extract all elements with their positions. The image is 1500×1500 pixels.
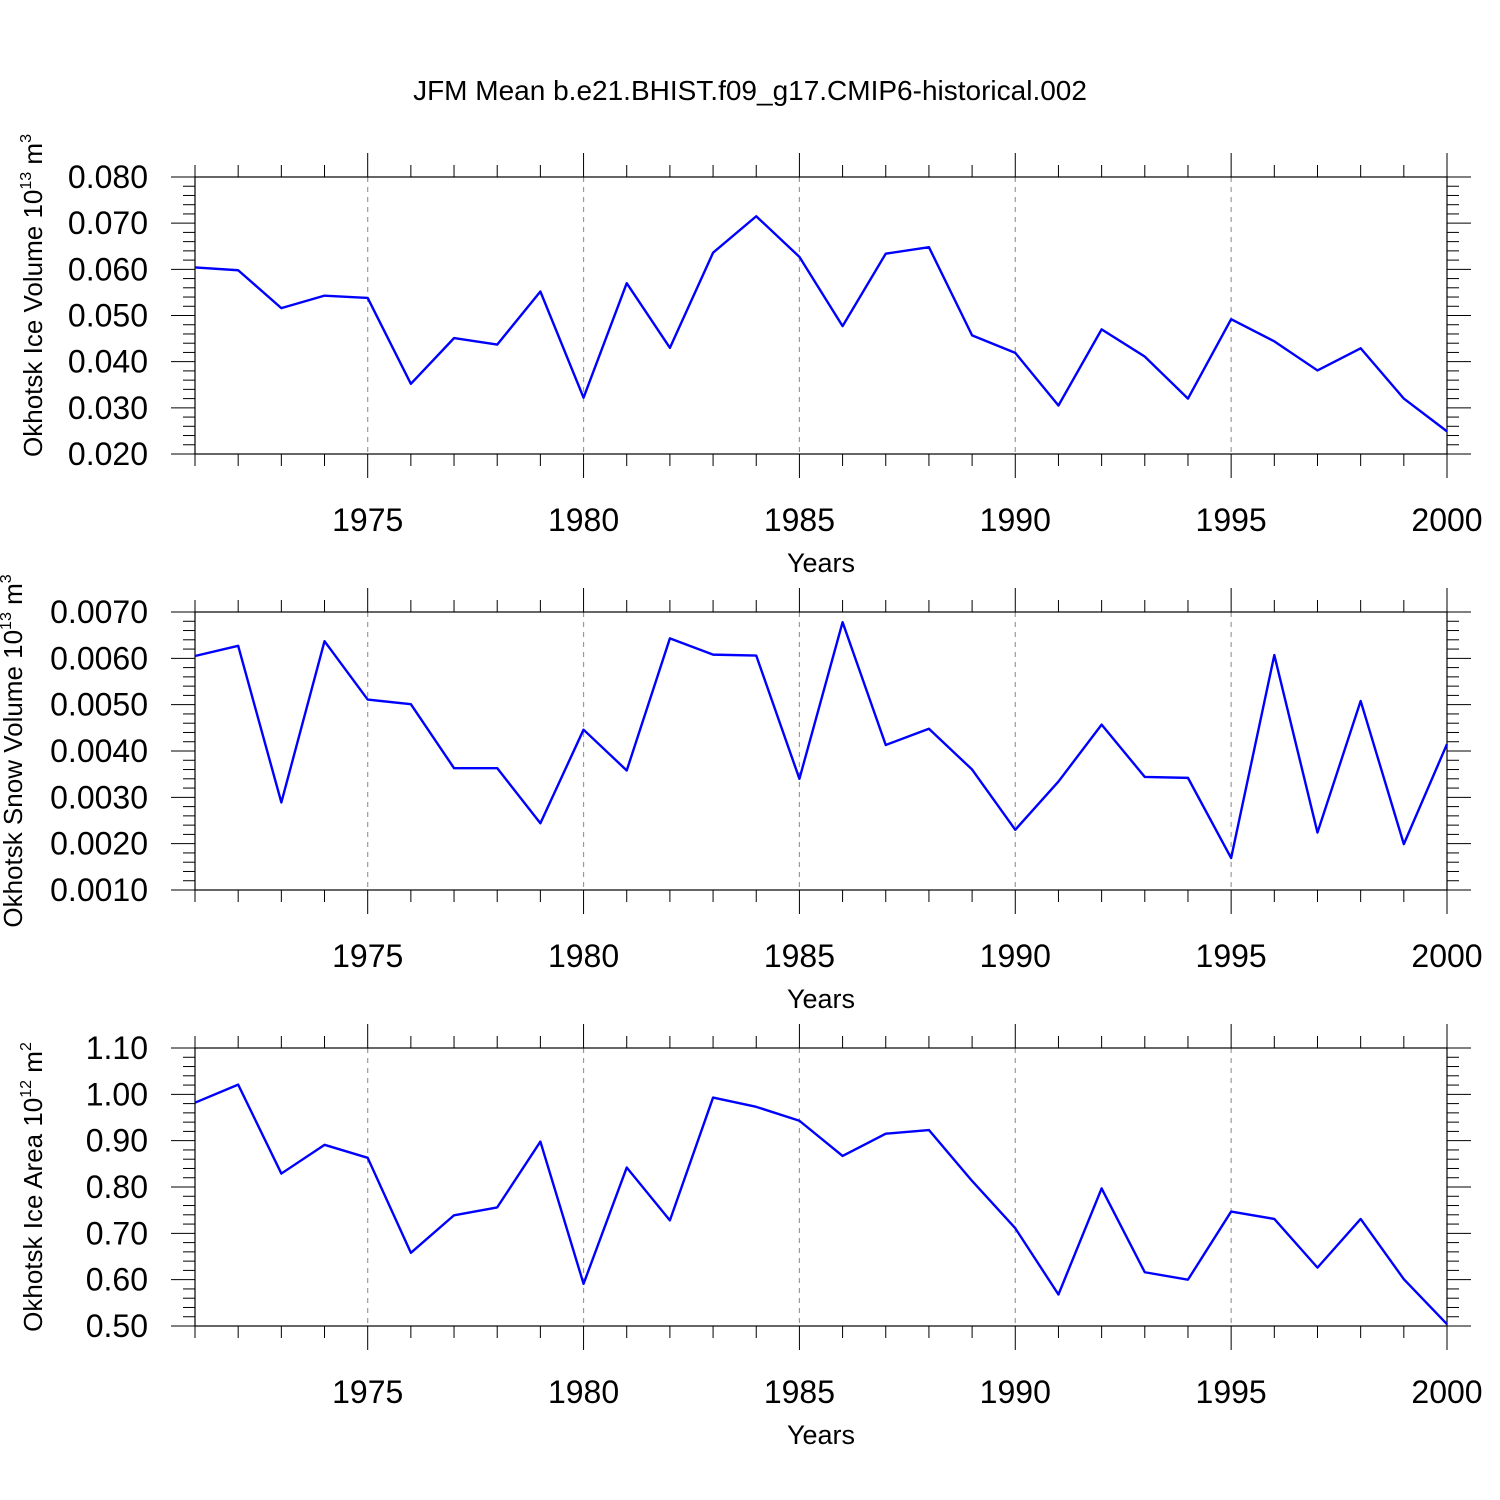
x-axis-label: Years bbox=[787, 1420, 855, 1450]
series-line bbox=[194, 620, 1449, 860]
panel-2: 0.0010 0.0020 0.0030 0.0040 0.0050 0.0060 0.00… bbox=[0, 574, 1483, 1014]
x-tick-label: 1975 bbox=[332, 1374, 403, 1410]
y-tick-label: 0.0060 bbox=[50, 640, 148, 676]
y-axis-label: Okhotsk Ice Volume 1013 m3 bbox=[18, 134, 48, 457]
x-tick-label: 2000 bbox=[1411, 502, 1482, 538]
x-tick-label: 1990 bbox=[980, 1374, 1051, 1410]
y-tick-label: 0.80 bbox=[86, 1169, 148, 1205]
series-line bbox=[194, 1083, 1448, 1325]
y-tick-label: 0.0030 bbox=[50, 779, 148, 815]
y-tick-label: 0.0040 bbox=[50, 733, 148, 769]
x-tick-label: 1995 bbox=[1196, 938, 1267, 974]
x-tick-label: 1980 bbox=[548, 502, 619, 538]
x-axis-label: Years bbox=[787, 984, 855, 1014]
x-tick-label: 1990 bbox=[980, 938, 1051, 974]
panel-1: 0.020 0.030 0.040 0.050 0.060 0.070 0.080 1975 1… bbox=[18, 134, 1483, 578]
x-tick-label: 1980 bbox=[548, 938, 619, 974]
figure-title: JFM Mean b.e21.BHIST.f09_g17.CMIP6-histo… bbox=[413, 75, 1087, 106]
x-tick-label: 1985 bbox=[764, 502, 835, 538]
x-tick-label: 1980 bbox=[548, 1374, 619, 1410]
y-tick-label: 0.0070 bbox=[50, 594, 148, 630]
x-tick-label: 1990 bbox=[980, 502, 1051, 538]
x-tick-label: 1985 bbox=[764, 1374, 835, 1410]
y-tick-label: 0.70 bbox=[86, 1215, 148, 1251]
y-tick-label: 0.080 bbox=[68, 159, 148, 195]
y-tick-label: 0.0050 bbox=[50, 687, 148, 723]
x-tick-label: 2000 bbox=[1411, 1374, 1482, 1410]
panel-3: 0.50 0.60 0.70 0.80 0.90 1.00 1.10 1975 1980 1985… bbox=[18, 1024, 1483, 1450]
plot-frame bbox=[194, 611, 1448, 891]
x-tick-label: 2000 bbox=[1411, 938, 1482, 974]
y-tick-label: 0.040 bbox=[68, 344, 148, 380]
y-tick-label: 1.00 bbox=[86, 1076, 148, 1112]
y-tick-label: 0.50 bbox=[86, 1308, 148, 1344]
y-tick-label: 0.0010 bbox=[50, 872, 148, 908]
panels: 0.020 0.030 0.040 0.050 0.060 0.070 0.080 1975 1… bbox=[0, 134, 1483, 1450]
plot-frame bbox=[194, 1047, 1448, 1327]
series-line bbox=[194, 215, 1448, 433]
x-axis-label: Years bbox=[787, 548, 855, 578]
x-tick-label: 1995 bbox=[1196, 1374, 1267, 1410]
y-tick-label: 0.070 bbox=[68, 205, 148, 241]
y-tick-label: 0.030 bbox=[68, 390, 148, 426]
x-tick-label: 1975 bbox=[332, 502, 403, 538]
y-tick-label: 0.050 bbox=[68, 298, 148, 334]
plot-frame bbox=[194, 176, 1448, 455]
y-tick-label: 0.90 bbox=[86, 1123, 148, 1159]
y-axis-label: Okhotsk Snow Volume 1013 m3 bbox=[0, 574, 28, 927]
y-tick-label: 1.10 bbox=[86, 1030, 148, 1066]
y-tick-label: 0.0020 bbox=[50, 826, 148, 862]
x-tick-label: 1975 bbox=[332, 938, 403, 974]
y-tick-label: 0.60 bbox=[86, 1262, 148, 1298]
x-tick-label: 1995 bbox=[1196, 502, 1267, 538]
y-tick-label: 0.060 bbox=[68, 251, 148, 287]
y-tick-label: 0.020 bbox=[68, 436, 148, 472]
x-tick-label: 1985 bbox=[764, 938, 835, 974]
y-axis-label: Okhotsk Ice Area 1012 m2 bbox=[18, 1042, 48, 1332]
